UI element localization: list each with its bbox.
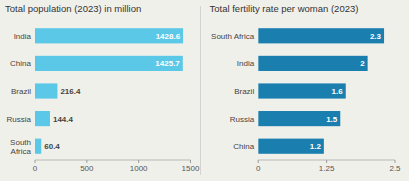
bar bbox=[258, 139, 324, 154]
bar bbox=[258, 56, 367, 71]
bars bbox=[258, 28, 384, 154]
x-tick bbox=[35, 160, 36, 163]
bar bbox=[35, 111, 50, 126]
data-label: 60.4 bbox=[44, 142, 60, 151]
data-label: 2 bbox=[360, 59, 365, 68]
category-label: China bbox=[10, 59, 31, 68]
x-tick-label: 1000 bbox=[130, 164, 148, 173]
x-tick-label: 2.5 bbox=[389, 164, 401, 173]
category-label-line: South bbox=[10, 138, 31, 147]
background bbox=[0, 0, 409, 181]
data-label: 1.6 bbox=[332, 87, 344, 96]
category-label-line: India bbox=[14, 32, 32, 41]
data-labels: 1428.6 1425.7 216.4 144.4 60.4 bbox=[44, 32, 180, 151]
data-label: 2.3 bbox=[370, 32, 382, 41]
chart-canvas: Total population (2023) in million India C… bbox=[0, 0, 409, 181]
bar bbox=[258, 111, 340, 126]
bar bbox=[258, 83, 346, 98]
bar bbox=[35, 56, 183, 71]
category-label: SouthAfrica bbox=[10, 138, 31, 156]
category-label: India bbox=[237, 59, 255, 68]
data-label: 1425.7 bbox=[155, 59, 180, 68]
x-axis-line bbox=[35, 160, 190, 161]
chart-title: Total population (2023) in million bbox=[5, 3, 141, 14]
data-label: 144.4 bbox=[53, 115, 74, 124]
category-label-line: China bbox=[10, 59, 31, 68]
category-label-line: Russia bbox=[230, 115, 255, 124]
bar bbox=[258, 28, 384, 43]
category-label-line: India bbox=[237, 59, 255, 68]
category-label-line: South Africa bbox=[211, 32, 255, 41]
category-label-line: Brazil bbox=[234, 87, 254, 96]
x-tick-label: 0 bbox=[256, 164, 261, 173]
x-tick-label: 1.25 bbox=[319, 164, 335, 173]
category-label: Brazil bbox=[234, 87, 254, 96]
divider bbox=[200, 6, 201, 175]
category-label-line: China bbox=[233, 142, 254, 151]
category-label-line: Brazil bbox=[11, 87, 31, 96]
data-labels: 2.3 2 1.6 1.5 1.2 bbox=[310, 32, 382, 151]
x-tick bbox=[258, 160, 259, 163]
category-label: Russia bbox=[7, 115, 32, 124]
data-label: 1.2 bbox=[310, 142, 322, 151]
category-label: Russia bbox=[230, 115, 255, 124]
bar bbox=[35, 28, 183, 43]
x-tick bbox=[326, 160, 327, 163]
x-tick-label: 0 bbox=[33, 164, 38, 173]
category-label: South Africa bbox=[211, 32, 255, 41]
panel: Total population (2023) in million India C… bbox=[5, 3, 200, 173]
chart-title: Total fertility rate per woman (2023) bbox=[210, 3, 359, 14]
bar bbox=[35, 83, 57, 98]
category-label: Brazil bbox=[11, 87, 31, 96]
x-tick bbox=[86, 160, 87, 163]
bars bbox=[35, 28, 183, 154]
x-tick bbox=[138, 160, 139, 163]
panel: Total fertility rate per woman (2023) Sou… bbox=[210, 3, 402, 173]
category-label-line: Africa bbox=[11, 147, 32, 156]
bar bbox=[35, 139, 41, 154]
x-tick-label: 1500 bbox=[182, 164, 200, 173]
data-label: 1.5 bbox=[326, 115, 338, 124]
x-tick bbox=[395, 160, 396, 163]
x-tick bbox=[190, 160, 191, 163]
x-tick-label: 500 bbox=[80, 164, 94, 173]
data-label: 216.4 bbox=[60, 87, 81, 96]
category-label: China bbox=[233, 142, 254, 151]
data-label: 1428.6 bbox=[156, 32, 181, 41]
category-label: India bbox=[14, 32, 32, 41]
category-label-line: Russia bbox=[7, 115, 32, 124]
